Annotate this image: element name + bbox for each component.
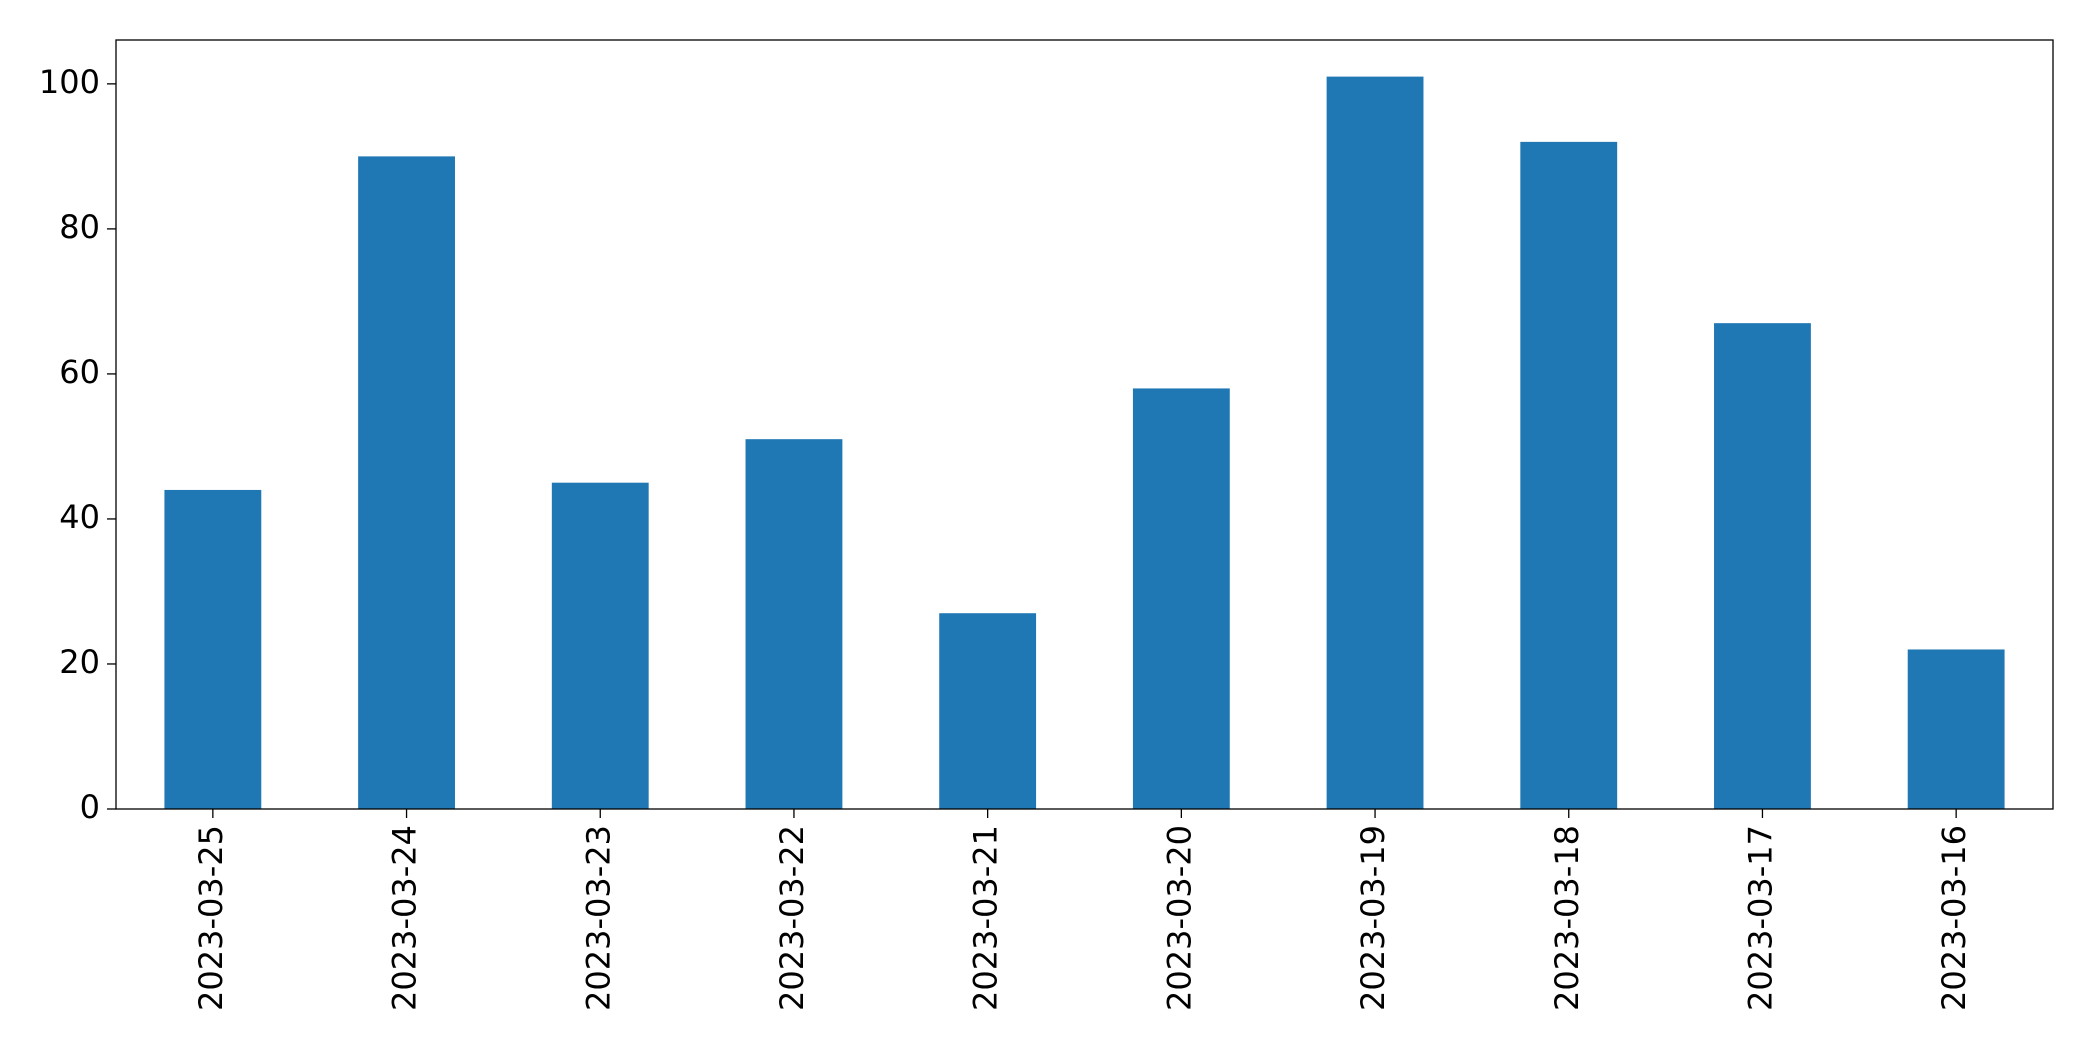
y-tick-label: 0 [80, 788, 100, 826]
bar [1520, 141, 1618, 809]
y-tick-label: 100 [39, 63, 100, 101]
bar [745, 439, 843, 809]
bar [164, 489, 262, 809]
bar [1132, 388, 1230, 809]
x-tick-label: 2023-03-24 [386, 825, 424, 1011]
bar [1714, 323, 1811, 809]
x-tick-label: 2023-03-21 [967, 825, 1005, 1011]
y-tick-label: 20 [59, 643, 100, 681]
y-tick-label: 60 [59, 353, 100, 391]
bar [551, 482, 649, 809]
bar [358, 156, 455, 810]
bar [1907, 649, 2005, 809]
x-tick-label: 2023-03-17 [1741, 825, 1779, 1011]
bar [939, 613, 1037, 809]
plot-frame [115, 39, 2054, 810]
y-tick-label: 40 [59, 498, 100, 536]
x-tick-label: 2023-03-16 [1935, 825, 1973, 1011]
x-tick-label: 2023-03-22 [773, 825, 811, 1011]
y-tick-label: 80 [59, 208, 100, 246]
x-tick-label: 2023-03-20 [1160, 825, 1198, 1011]
x-tick-label: 2023-03-19 [1354, 825, 1392, 1011]
x-tick-label: 2023-03-25 [192, 825, 230, 1011]
x-tick-label: 2023-03-23 [579, 825, 617, 1011]
bar [1326, 76, 1424, 810]
x-tick-label: 2023-03-18 [1548, 825, 1586, 1011]
